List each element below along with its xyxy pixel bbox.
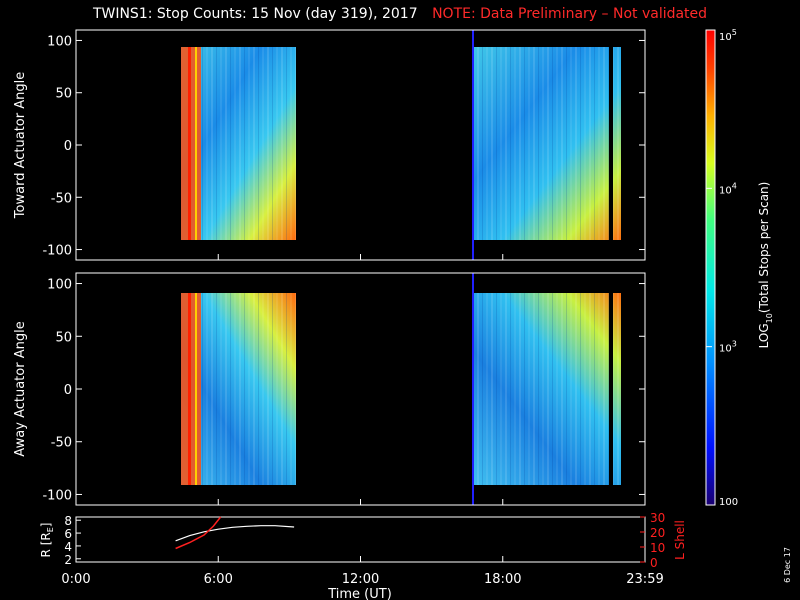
time-ticks: 0:00 6:00 12:00 18:00 23:59 [61,254,664,587]
y-tick-label: -100 [42,488,72,503]
x-axis-label: Time (UT) [327,587,392,600]
title-text: TWINS1: Stop Counts: 15 Nov (day 319), 2… [92,6,418,22]
lshell-tick-label: 0 [650,556,658,570]
r-tick-label: 6 [64,527,72,541]
top-block-2-gap [609,47,613,240]
bottom-block-1-stripe [188,293,191,485]
x-tick-label: 0:00 [61,572,90,587]
y-tick-label: 100 [47,278,72,293]
bottom-block-2-gap [609,293,613,485]
top-y-ticks: 100 50 0 -50 -100 [42,34,645,259]
top-block-2-streaks [473,47,621,240]
r-tick-label: 4 [64,540,72,554]
preliminary-note: NOTE: Data Preliminary – Not validated [432,6,708,22]
bottom-block-1-streaks [201,293,296,485]
colorbar-label: LOG10(Total Stops per Scan) [757,182,774,349]
colorbar-tick-label: 103 [719,340,737,355]
r-distance-line [175,525,295,542]
x-tick-label: 18:00 [484,572,521,587]
bottom-panel-data [181,293,621,485]
y-tick-label: 100 [47,34,72,49]
top-block-1-streaks [201,47,296,240]
y-tick-label: 50 [55,87,72,102]
orbit-panel-frame [75,516,646,563]
y-tick-label: -50 [51,191,72,206]
x-tick-label: 6:00 [204,572,233,587]
r-tick-label: 8 [64,514,72,528]
lshell-axis-label: L Shell [673,520,687,560]
lshell-tick-label: 30 [650,511,665,525]
colorbar [705,29,716,506]
l-shell-line [175,516,222,550]
date-stamp: 6 Dec 17 [783,547,792,583]
y-tick-label: 0 [64,139,72,154]
r-axis-label: R [RE] [39,523,55,558]
chart-title: TWINS1: Stop Counts: 15 Nov (day 319), 2… [0,6,800,22]
top-y-axis-label: Toward Actuator Angle [13,72,28,219]
y-tick-label: 0 [64,383,72,398]
bottom-block-2-streaks [473,293,621,485]
bottom-block-1-stripe [195,293,197,485]
bottom-y-axis-label: Away Actuator Angle [13,321,28,456]
colorbar-ticks: 105 104 103 100 [706,28,738,508]
r-tick-label: 2 [64,553,72,567]
y-tick-label: -100 [42,244,72,259]
bottom-y-ticks: 100 50 0 -50 -100 [42,278,645,503]
y-tick-label: 50 [55,330,72,345]
lshell-tick-label: 10 [650,541,665,555]
colorbar-tick-label: 100 [719,497,738,508]
lshell-tick-label: 20 [650,526,665,540]
x-tick-label: 23:59 [626,572,663,587]
top-panel-data [181,47,621,240]
colorbar-tick-label: 104 [719,181,737,196]
colorbar-tick-label: 105 [719,28,737,43]
y-tick-label: -50 [51,436,72,451]
x-tick-label: 12:00 [342,572,379,587]
top-block-1-stripe [195,47,197,240]
top-block-1-stripe [188,47,191,240]
